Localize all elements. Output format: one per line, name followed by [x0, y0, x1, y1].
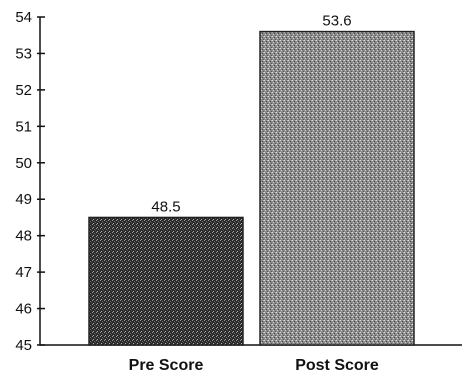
- bar-post-score: [259, 30, 415, 346]
- data-label: 53.6: [322, 13, 351, 30]
- category-label: Post Score: [295, 357, 379, 374]
- y-tick-label: 52: [15, 82, 32, 99]
- bars: [88, 30, 415, 346]
- y-tick-label: 45: [15, 337, 32, 354]
- y-tick-label: 53: [15, 45, 32, 62]
- data-label: 48.5: [151, 198, 180, 215]
- bar-pre-score: [88, 216, 244, 346]
- labels: 48.5 Pre Score 53.6 Post Score: [129, 13, 379, 374]
- y-tick-label: 46: [15, 301, 32, 318]
- y-tick-label: 47: [15, 264, 32, 281]
- y-tick-label: 48: [15, 228, 32, 245]
- category-label: Pre Score: [129, 357, 204, 374]
- y-tick-label: 51: [15, 118, 32, 135]
- y-tick-label: 49: [15, 191, 32, 208]
- y-tick-label: 54: [15, 9, 32, 26]
- y-tick-label: 50: [15, 155, 32, 172]
